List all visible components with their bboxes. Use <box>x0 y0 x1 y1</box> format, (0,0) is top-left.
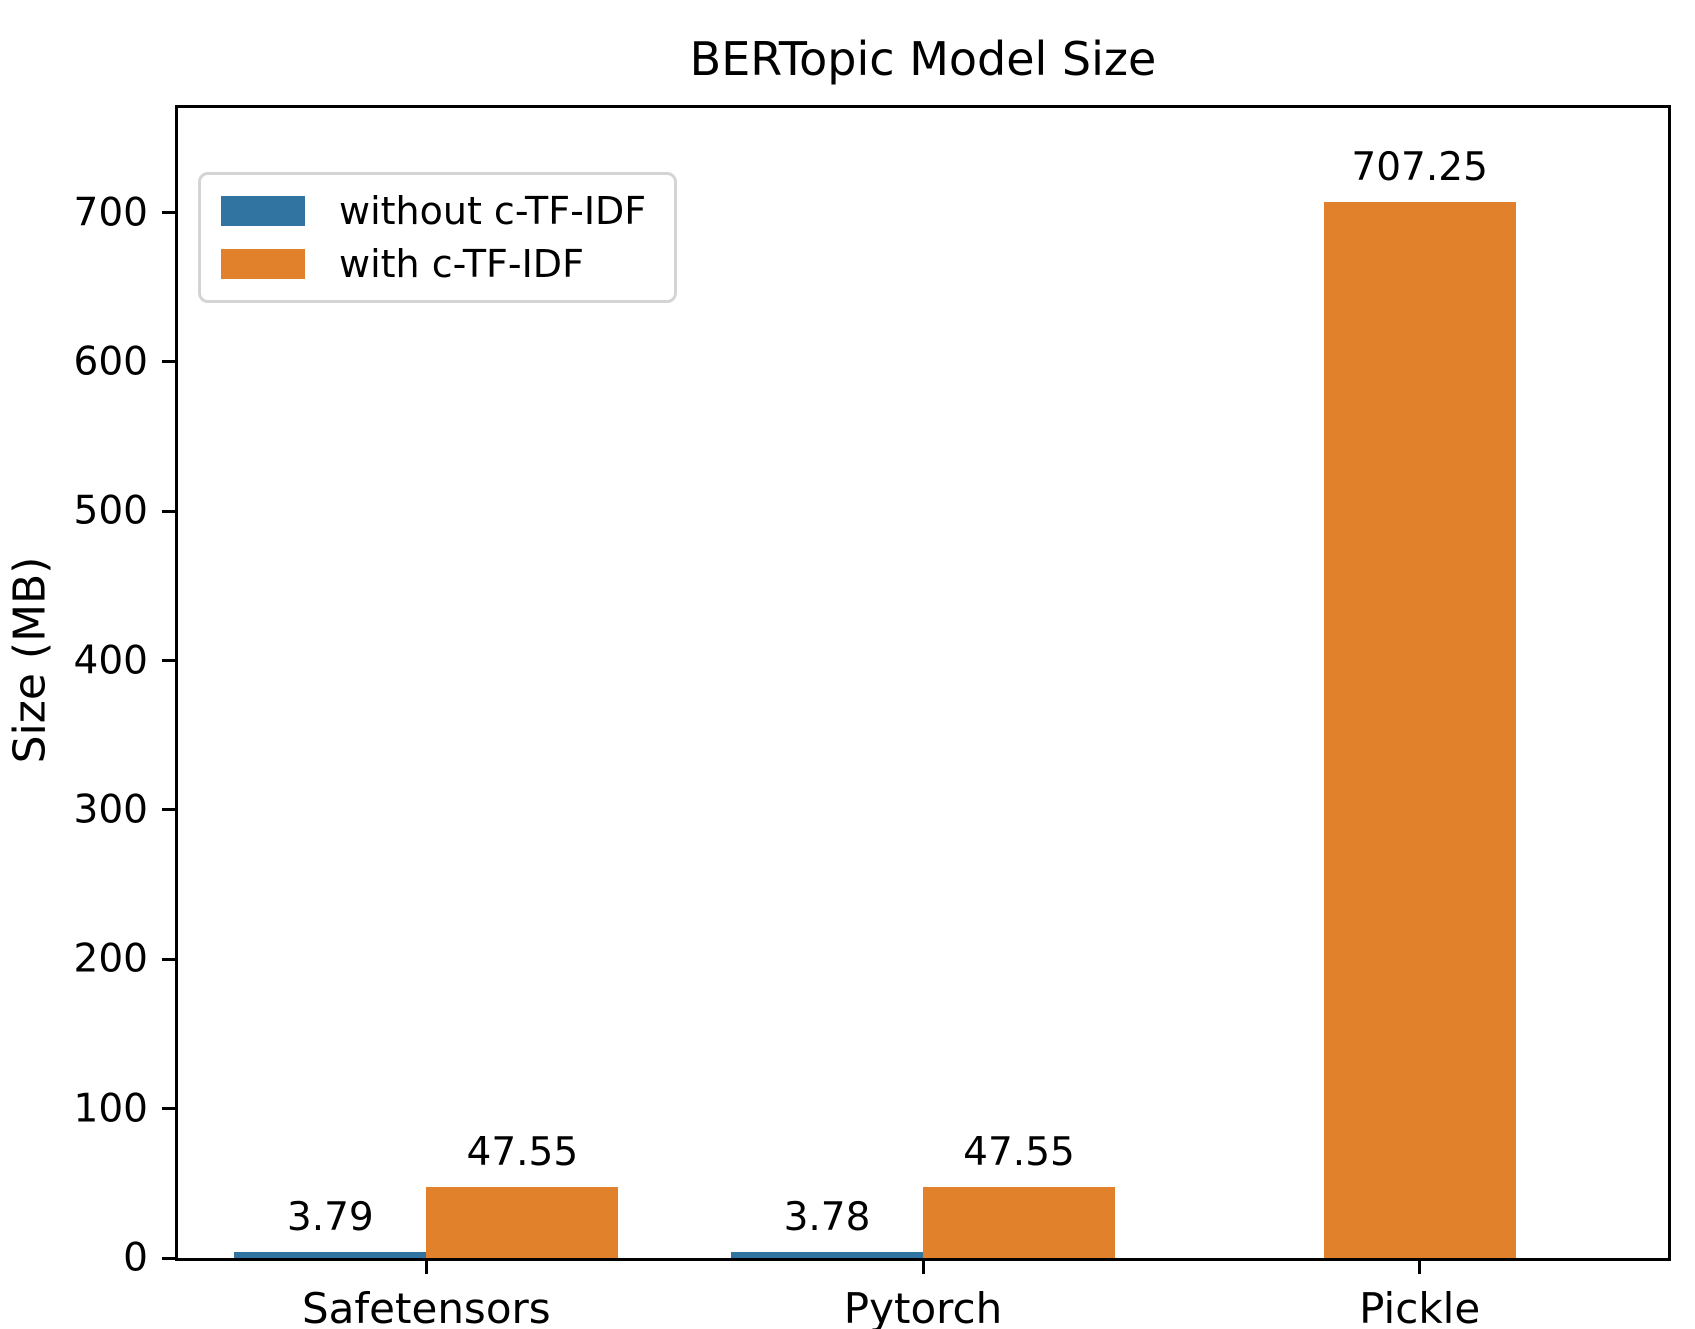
legend-item-without-ctfidf: without c-TF-IDF <box>221 189 654 233</box>
legend: without c-TF-IDF with c-TF-IDF <box>198 172 677 303</box>
y-tick-label-500: 500 <box>73 488 148 534</box>
bar-value-label-safetensors-with-c-tf-idf: 47.55 <box>466 1129 579 1175</box>
category-label-safetensors: Safetensors <box>301 1284 551 1329</box>
legend-label-without-ctfidf: without c-TF-IDF <box>339 188 647 233</box>
chart-title: BERTopic Model Size <box>689 32 1157 86</box>
y-tick-mark-300 <box>162 808 178 812</box>
bar-pickle-with-c-tf-idf <box>1323 201 1516 1258</box>
y-tick-mark-600 <box>162 360 178 364</box>
bar-pytorch-with-c-tf-idf <box>923 1186 1115 1258</box>
bar-value-label-pytorch-with-c-tf-idf: 47.55 <box>963 1129 1075 1175</box>
y-tick-label-600: 600 <box>73 339 148 385</box>
legend-swatch-without-ctfidf <box>221 195 305 226</box>
bar-safetensors-without-c-tf-idf <box>234 1252 427 1258</box>
y-tick-label-100: 100 <box>73 1086 148 1132</box>
bar-value-label-pickle-with-c-tf-idf: 707.25 <box>1351 144 1488 190</box>
category-label-pickle: Pickle <box>1359 1284 1481 1329</box>
y-tick-mark-0 <box>162 1256 178 1260</box>
x-tick-mark-pickle <box>1418 1258 1422 1274</box>
legend-label-with-ctfidf: with c-TF-IDF <box>339 242 584 287</box>
bar-value-label-pytorch-without-c-tf-idf: 3.78 <box>783 1195 871 1241</box>
legend-swatch-with-ctfidf <box>221 249 305 280</box>
y-tick-mark-700 <box>162 211 178 215</box>
y-tick-label-700: 700 <box>73 190 148 236</box>
category-label-pytorch: Pytorch <box>843 1284 1003 1329</box>
y-tick-mark-400 <box>162 659 178 663</box>
x-tick-mark-safetensors <box>424 1258 428 1274</box>
y-tick-label-0: 0 <box>123 1235 148 1281</box>
y-tick-mark-100 <box>162 1107 178 1111</box>
x-tick-mark-pytorch <box>921 1258 925 1274</box>
bar-pytorch-without-c-tf-idf <box>731 1252 923 1258</box>
y-tick-label-300: 300 <box>73 787 148 833</box>
bar-safetensors-with-c-tf-idf <box>426 1186 619 1258</box>
legend-item-with-ctfidf: with c-TF-IDF <box>221 242 654 286</box>
y-tick-label-200: 200 <box>73 936 148 982</box>
bar-value-label-safetensors-without-c-tf-idf: 3.79 <box>286 1195 374 1241</box>
y-tick-label-400: 400 <box>73 638 148 684</box>
y-tick-mark-200 <box>162 957 178 961</box>
y-tick-mark-500 <box>162 509 178 513</box>
